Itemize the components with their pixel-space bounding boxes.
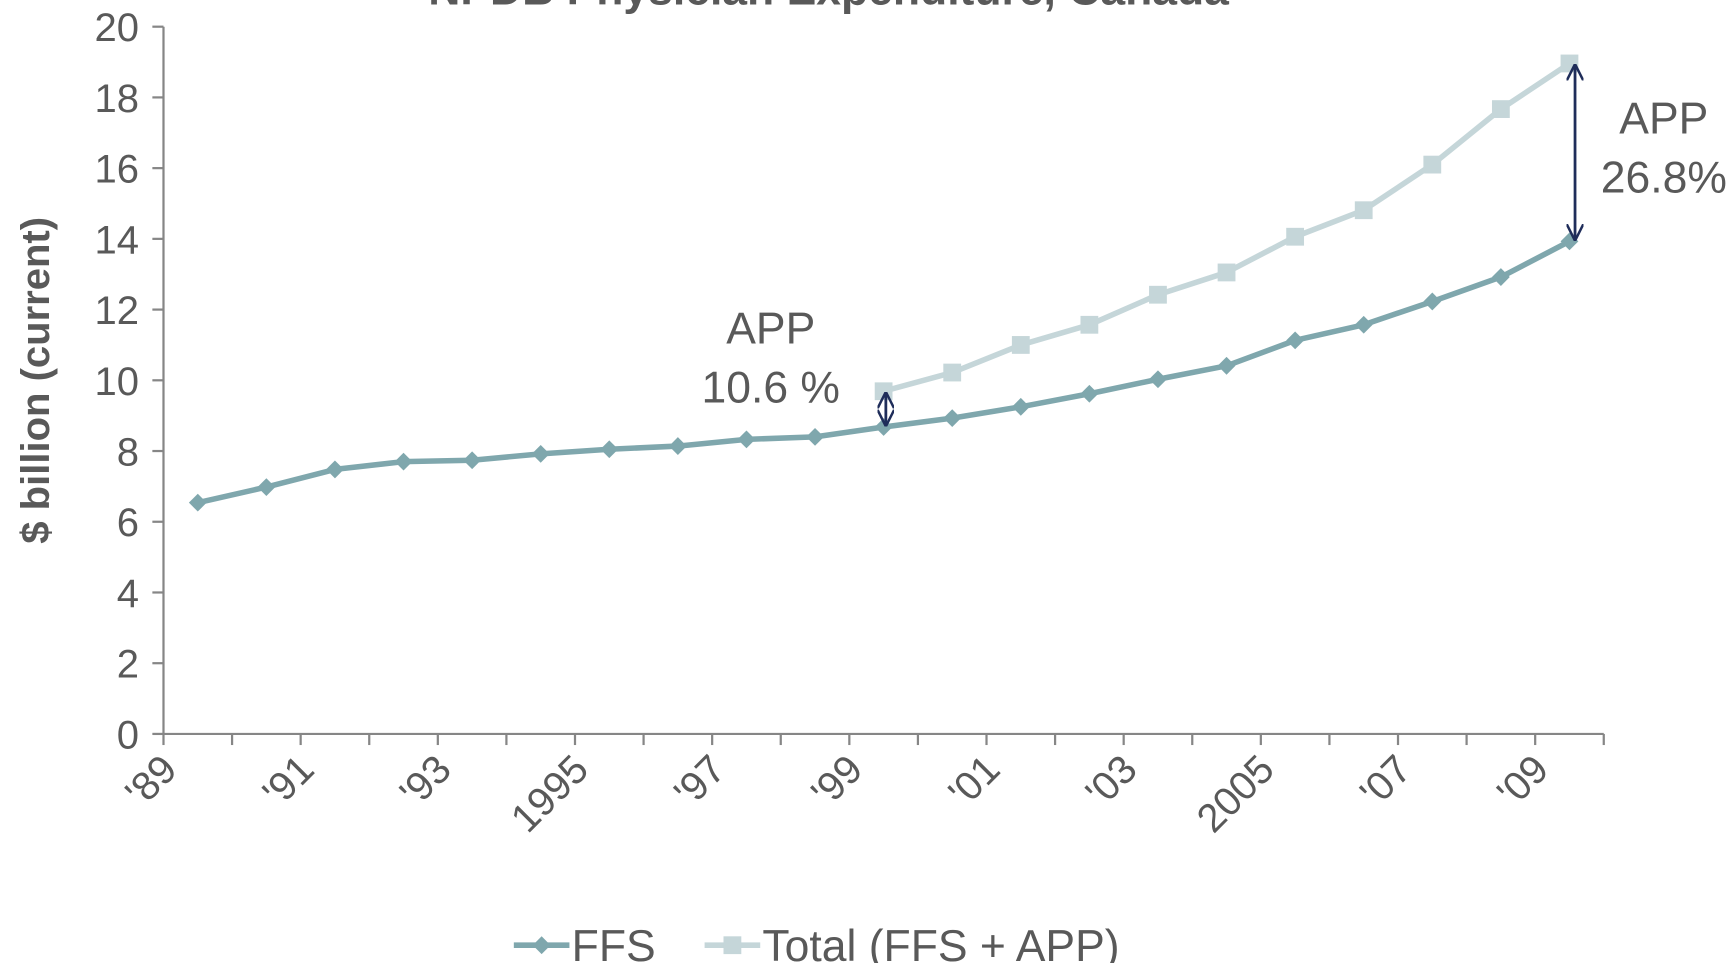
x-tick-label: 2005 xyxy=(1189,747,1283,841)
marker xyxy=(737,430,756,449)
marker xyxy=(1354,315,1373,334)
marker xyxy=(1080,315,1099,334)
y-tick-label: 0 xyxy=(117,713,139,757)
legend-label: Total (FFS + APP) xyxy=(762,922,1119,963)
y-tick-label: 14 xyxy=(95,218,140,262)
x-tick-label: '01 xyxy=(940,747,1008,815)
marker xyxy=(943,363,962,382)
x-tick-label: '03 xyxy=(1078,747,1146,815)
y-tick-label: 18 xyxy=(95,77,140,121)
annotation: APP xyxy=(1619,94,1708,143)
x-tick-label: '93 xyxy=(392,747,460,815)
x-tick-label: '07 xyxy=(1352,747,1420,815)
marker xyxy=(1149,285,1167,304)
chart-title: NPDB Physician Expenditure, Canada xyxy=(428,0,1230,14)
marker xyxy=(1423,292,1442,311)
y-tick-label: 8 xyxy=(117,430,139,474)
legend-label: FFS xyxy=(572,922,656,963)
marker xyxy=(326,460,344,479)
marker xyxy=(532,936,551,955)
x-tick-label: 1995 xyxy=(503,747,597,841)
marker xyxy=(943,409,962,428)
marker xyxy=(257,478,276,496)
y-tick-label: 16 xyxy=(95,148,140,192)
marker xyxy=(1011,336,1030,354)
marker xyxy=(1354,201,1373,220)
y-tick-label: 2 xyxy=(117,643,139,687)
y-tick-label: 6 xyxy=(117,501,139,545)
annotation: 26.8% xyxy=(1601,153,1727,202)
annotation: APP xyxy=(726,305,815,354)
marker xyxy=(806,427,824,446)
marker xyxy=(600,440,619,459)
marker xyxy=(1286,331,1305,350)
y-tick-label: 20 xyxy=(95,6,140,50)
marker xyxy=(463,451,482,470)
x-tick-label: '09 xyxy=(1489,747,1557,815)
y-tick-label: 10 xyxy=(95,360,140,404)
y-tick-label: 4 xyxy=(117,572,139,616)
marker xyxy=(1423,155,1442,174)
x-tick-label: '97 xyxy=(666,747,734,815)
y-axis-label: $ billion (current) xyxy=(14,217,58,544)
marker xyxy=(1149,370,1167,389)
series-line xyxy=(882,61,1572,394)
marker xyxy=(668,437,687,455)
marker xyxy=(1217,263,1236,282)
annotation: 10.6 % xyxy=(702,364,840,413)
marker xyxy=(1011,397,1030,416)
y-tick-label: 12 xyxy=(95,289,140,333)
x-tick-label: '91 xyxy=(255,747,323,815)
marker xyxy=(531,444,550,463)
marker xyxy=(874,418,893,436)
marker xyxy=(1217,356,1236,375)
marker xyxy=(723,936,742,955)
marker xyxy=(394,452,413,471)
marker xyxy=(874,382,893,401)
marker xyxy=(1080,384,1099,403)
marker xyxy=(1286,227,1305,246)
x-tick-label: '99 xyxy=(803,747,871,815)
marker xyxy=(1491,100,1510,118)
marker xyxy=(188,493,207,512)
